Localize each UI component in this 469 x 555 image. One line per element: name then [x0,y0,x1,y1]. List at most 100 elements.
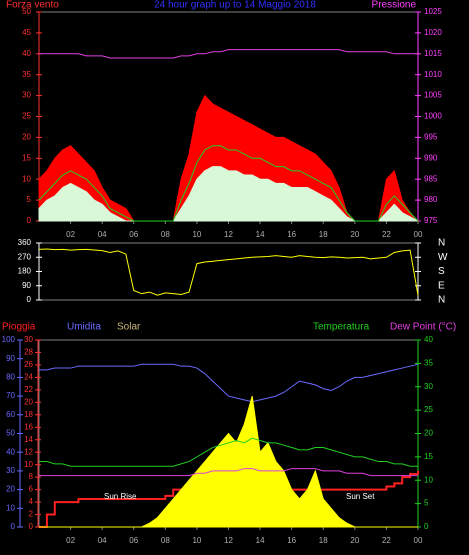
y-tick-label: 90 [6,354,15,363]
y-tick-label: 180 [18,267,32,276]
x-tick-label: 04 [98,230,107,239]
y2-axis-title: Pressione [372,0,417,11]
y-tick-label: 30 [22,91,31,100]
y-tick-label: 1015 [424,49,442,58]
y-tick-label: 60 [6,410,15,419]
y-tick-label: 15 [22,153,31,162]
x-tick-label: 14 [256,536,265,545]
y-tick-label: 980 [424,195,438,204]
y-tick-label: 25 [22,112,31,121]
x-tick-label: 06 [129,536,138,545]
x-tick-label: 08 [161,536,170,545]
y-tick-label: 35 [424,358,433,367]
x-tick-label: 12 [224,536,233,545]
y-tick-label: 70 [6,391,15,400]
y-tick-label: 0 [11,522,16,531]
y-tick-label: 40 [424,335,433,344]
y-tick-label: 1000 [424,112,442,121]
y-tick-label: 24 [24,373,33,382]
y-tick-label: 0 [29,522,34,531]
y-tick-label: 18 [24,410,33,419]
y-tick-label: 0 [27,216,32,225]
y-tick-label: 10 [6,503,15,512]
x-tick-label: 04 [98,536,107,545]
y-tick-label: 50 [6,429,15,438]
y-tick-label: 360 [18,238,32,247]
x-tick-label: 20 [350,230,359,239]
x-tick-label: 18 [319,230,328,239]
y-axis-title: Forza vento [6,0,59,11]
y-tick-label: 80 [6,373,15,382]
line-series [39,437,418,467]
y-tick-label: 15 [424,452,433,461]
x-tick-label: 22 [382,536,391,545]
x-tick-label: 18 [319,536,328,545]
y-tick-label: 35 [22,70,31,79]
chart-title: 24 hour graph up to 14 Maggio 2018 [154,0,316,11]
series-label: Pioggia [2,322,36,333]
annotation: Sun Rise [104,492,137,501]
y-tick-label: 5 [27,195,32,204]
y-tick-label: 40 [6,447,15,456]
y-tick-label: 20 [424,429,433,438]
x-tick-label: 22 [382,230,391,239]
y-tick-label: 12 [24,447,33,456]
x-tick-label: 10 [192,230,201,239]
y-tick-label: 10 [22,174,31,183]
y-tick-label: 20 [6,485,15,494]
y-tick-label: 16 [24,422,33,431]
y-tick-label: 1025 [424,7,442,16]
x-tick-label: 14 [256,230,265,239]
y-tick-label: 270 [18,252,32,261]
y-tick-label: 10 [424,475,433,484]
x-tick-label: 20 [350,536,359,545]
y-tick-label: 20 [22,133,31,142]
y-tick-label: 10 [24,460,33,469]
line-series [38,248,419,296]
x-tick-label: 16 [287,536,296,545]
y-tick-label: 1020 [424,28,442,37]
series-label: Temperatura [313,322,370,333]
x-tick-label: 12 [224,230,233,239]
y-tick-label: 1010 [424,70,442,79]
y-tick-label: 0 [27,295,32,304]
y-tick-label: 20 [24,397,33,406]
line-series [38,145,419,222]
y-tick-label: 14 [24,435,33,444]
y-tick-label: 975 [424,216,438,225]
y-tick-label: 1005 [424,91,442,100]
y-tick-label: N [438,295,445,306]
line-series [39,363,419,403]
series-label: Solar [117,322,141,333]
x-tick-label: 00 [414,536,423,545]
series-label: Dew Point (°C) [390,322,456,333]
y-tick-label: N [438,238,445,249]
y-tick-label: 995 [424,133,438,142]
y-tick-label: 25 [424,405,433,414]
x-tick-label: 02 [66,536,75,545]
area-series [39,395,418,528]
line-series [39,468,418,477]
y-tick-label: 4 [29,497,34,506]
y-tick-label: 100 [2,335,16,344]
line-series [39,49,418,59]
y-tick-label: 990 [424,153,438,162]
y-tick-label: 40 [22,49,31,58]
y-tick-label: 28 [24,348,33,357]
annotation: Sun Set [346,492,375,501]
x-tick-label: 16 [287,230,296,239]
y-tick-label: 50 [22,7,31,16]
y-tick-label: 30 [424,382,433,391]
y-tick-label: S [438,266,445,277]
x-tick-label: 02 [66,230,75,239]
y-tick-label: 30 [6,466,15,475]
y-tick-label: 26 [24,360,33,369]
y-tick-label: W [438,252,448,263]
series-label: Umidita [67,322,101,333]
y-tick-label: 985 [424,174,438,183]
y-tick-label: 45 [22,28,31,37]
y-tick-label: E [438,280,445,291]
y-tick-label: 2 [29,510,34,519]
x-tick-label: 08 [161,230,170,239]
